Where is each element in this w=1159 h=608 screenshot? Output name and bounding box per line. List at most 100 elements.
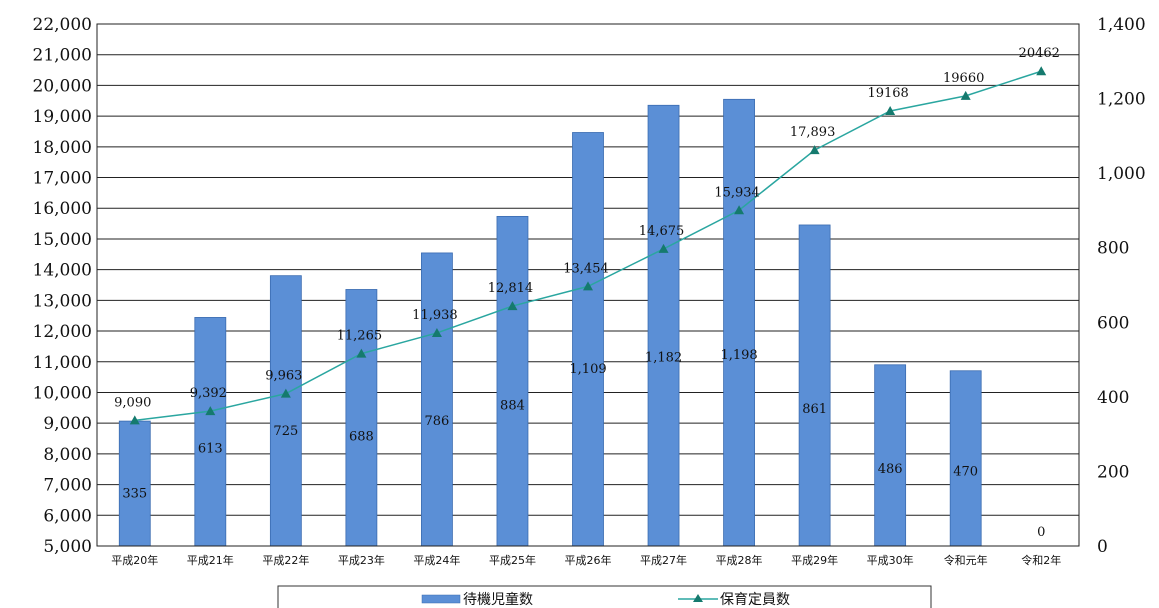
line-value-label: 15,934 (714, 185, 760, 200)
line-marker (507, 301, 518, 311)
bar (874, 364, 907, 547)
category-label: 平成22年 (262, 553, 309, 567)
left-tick-label: 10,000 (33, 383, 92, 403)
line-series (129, 66, 1047, 425)
category-label: 令和2年 (1021, 553, 1061, 567)
line-marker (960, 90, 971, 100)
category-label: 平成20年 (111, 553, 158, 567)
legend-box (277, 585, 932, 608)
line-value-label: 20462 (1019, 46, 1060, 61)
left-tick-label: 15,000 (33, 230, 92, 250)
right-tick-label: 200 (1097, 462, 1129, 482)
right-tick-label: 800 (1097, 239, 1129, 259)
category-label: 平成27年 (640, 553, 687, 567)
bar (269, 275, 302, 547)
right-tick-label: 400 (1097, 388, 1129, 408)
line-value-label: 11,265 (337, 329, 383, 344)
bar-value-label: 613 (198, 442, 223, 457)
right-tick-label: 600 (1097, 313, 1129, 333)
category-label: 平成23年 (338, 553, 385, 567)
line-marker (431, 327, 442, 337)
line-marker (205, 406, 216, 416)
bar-value-label: 0 (1037, 525, 1045, 540)
line-value-label: 13,454 (563, 261, 609, 276)
line-marker (356, 348, 367, 358)
left-tick-label: 6,000 (43, 506, 92, 526)
bar-value-label: 884 (500, 398, 525, 413)
bar-value-label: 335 (122, 486, 147, 501)
line-value-label: 17,893 (790, 125, 836, 140)
bar (421, 252, 453, 547)
bar-value-label: 1,198 (720, 348, 757, 363)
left-tick-label: 7,000 (43, 476, 92, 496)
left-tick-label: 13,000 (33, 291, 92, 311)
line-value-label: 9,963 (265, 369, 302, 384)
category-label: 平成21年 (187, 553, 234, 567)
bar-series (118, 98, 982, 547)
category-label: 平成24年 (413, 553, 460, 567)
left-tick-label: 14,000 (33, 261, 92, 281)
line-marker (280, 388, 291, 398)
right-tick-label: 1,000 (1097, 164, 1146, 184)
line-value-label: 9,090 (114, 395, 151, 410)
left-tick-label: 20,000 (33, 76, 92, 96)
axes: 5,000 6,000 7,000 8,000 9,000 10,000 11,000 12,… (33, 15, 1146, 567)
line-value-label: 19660 (943, 71, 984, 86)
line-marker (734, 205, 745, 215)
bar (949, 370, 982, 547)
bar (572, 132, 604, 547)
left-tick-label: 22,000 (33, 15, 92, 35)
bar-value-label: 486 (878, 462, 903, 477)
legend-line-marker (693, 594, 703, 602)
left-tick-label: 9,000 (43, 414, 92, 434)
bar-value-label: 688 (349, 430, 374, 445)
line-marker (583, 281, 593, 291)
line-marker (1036, 66, 1047, 76)
left-tick-label: 16,000 (33, 199, 92, 219)
legend-line-label: 保育定員数 (720, 592, 790, 608)
category-label: 平成25年 (489, 553, 536, 567)
category-label: 平成29年 (791, 553, 838, 567)
bar-value-label: 1,109 (569, 362, 606, 377)
bar-value-label: 861 (802, 402, 827, 417)
bar (194, 317, 227, 547)
line-value-label: 19168 (867, 86, 908, 101)
line-marker (809, 145, 820, 155)
category-label: 平成28年 (716, 553, 763, 567)
right-tick-label: 1,400 (1097, 15, 1146, 35)
data-labels: 335 613 725 688 786 884 1,109 1,182 1,198 861 486 4… (114, 46, 1060, 540)
bar (798, 224, 831, 547)
line-value-label: 14,675 (639, 224, 685, 239)
right-tick-label: 0 (1097, 537, 1108, 557)
left-tick-label: 12,000 (33, 322, 92, 342)
line-value-label: 12,814 (488, 281, 534, 296)
left-tick-label: 18,000 (33, 138, 92, 158)
left-tick-label: 8,000 (43, 445, 92, 465)
left-tick-label: 21,000 (33, 46, 92, 66)
line-marker (658, 243, 669, 253)
legend-bar-swatch (421, 594, 461, 604)
legend-bar-label: 待機児童数 (463, 591, 533, 608)
bar-value-label: 786 (425, 414, 450, 429)
bar-value-label: 725 (273, 424, 298, 439)
legend: 待機児童数 保育定員数 (277, 585, 932, 608)
left-tick-label: 5,000 (43, 537, 92, 557)
line-marker (129, 415, 140, 425)
plot-frame (96, 23, 1080, 547)
bar (345, 289, 378, 547)
category-label: 平成26年 (565, 553, 612, 567)
bar (723, 98, 755, 547)
line-value-label: 11,938 (412, 308, 458, 323)
left-tick-label: 19,000 (33, 107, 92, 127)
line-value-label: 9,392 (190, 386, 227, 401)
category-label: 平成30年 (867, 553, 914, 567)
bar-value-label: 470 (953, 465, 978, 480)
right-tick-label: 1,200 (1097, 90, 1146, 110)
bar (496, 215, 529, 547)
left-tick-label: 17,000 (33, 169, 92, 189)
category-label: 令和元年 (944, 553, 988, 567)
left-tick-label: 11,000 (33, 353, 92, 373)
line-marker (885, 105, 896, 115)
bar (118, 420, 151, 547)
